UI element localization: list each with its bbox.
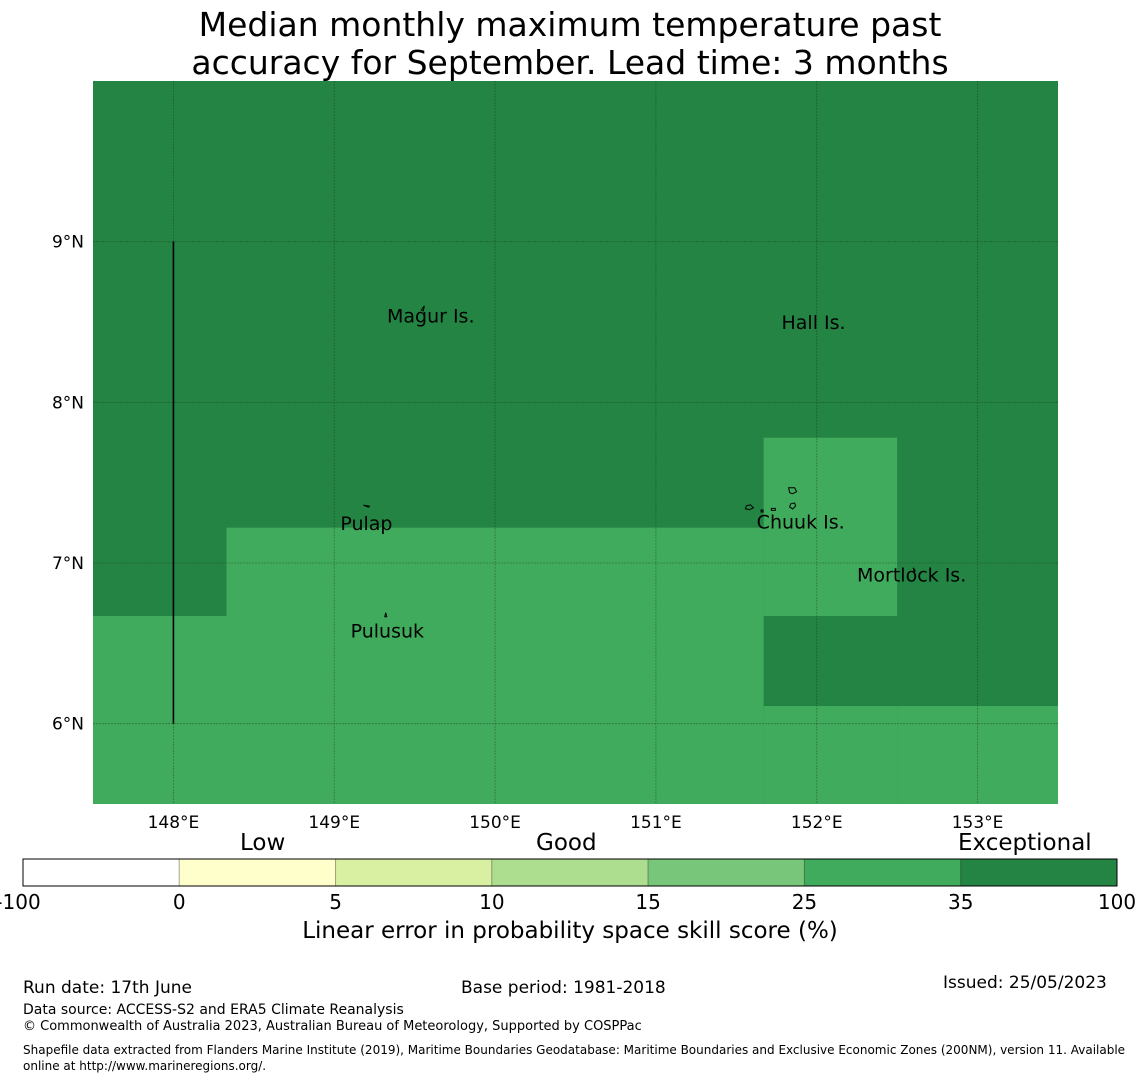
shapefile-credit-line1: Shapefile data extracted from Flanders M… [23,1043,1126,1057]
island-shape [770,507,776,511]
copyright: © Commonwealth of Australia 2023, Austra… [23,1019,642,1034]
place-label: Pulusuk [351,621,424,643]
colorbar-tick-label: 5 [329,890,342,914]
lon-tick-label: 152°E [791,813,843,833]
colorbar-segment [335,858,493,887]
island-shape [384,612,388,618]
island-shape [744,504,755,511]
colorbar-tick-label: 35 [947,890,974,914]
colorbar-segment [647,858,805,887]
lat-tick-label: 8°N [52,393,84,413]
shapefile-credit-line2: online at http://www.marineregions.org/. [23,1059,267,1073]
place-label: Pulap [340,513,392,535]
colorbar-tick-label: 15 [635,890,661,914]
map-plot-area: Magur Is. Hall Is. Pulap Chuuk Is. Mortlock … [93,81,1058,804]
run-date: Run date: 17th June [23,978,192,998]
colorbar-tick-label: 10 [479,890,505,914]
colorbar-tick-label: 25 [791,890,818,914]
skill-region-25-35 [897,705,1058,804]
map-fill: Magur Is. Hall Is. Pulap Chuuk Is. Mortlock … [93,81,1058,804]
place-label: Hall Is. [781,312,845,334]
island-shape [788,487,798,495]
lat-tick-label: 6°N [52,715,84,735]
lon-tick-label: 148°E [148,813,200,833]
colorbar-title: Linear error in probability space skill … [302,918,838,944]
island-shape [789,502,797,510]
map-axis-labels: 148°E 149°E 150°E 151°E 152°E 153°E 9°N 8°N 7°N 6… [52,233,1003,833]
island-outlines [363,305,916,618]
lon-tick-label: 153°E [952,813,1004,833]
lon-tick-label: 151°E [630,813,682,833]
category-good: Good [536,830,597,856]
lat-tick-label: 7°N [52,554,84,574]
colorbar-segment [178,858,337,887]
issued-date: Issued: 25/05/2023 [943,973,1107,993]
map-title-line1: Median monthly maximum temperature past [198,5,942,44]
skill-region-35-100 [763,616,1058,706]
place-label: Magur Is. [387,306,475,328]
island-shape [912,567,916,573]
island-shape [760,509,764,513]
base-period: Base period: 1981-2018 [461,978,666,998]
lon-tick-label: 150°E [469,813,521,833]
category-low: Low [240,830,286,856]
data-source: Data source: ACCESS-S2 and ERA5 Climate … [23,1002,404,1018]
place-label: Chuuk Is. [757,511,845,533]
skill-region-25-35 [226,527,764,804]
map-title-line2: accuracy for September. Lead time: 3 mon… [191,43,949,82]
colorbar-tick-label: -100 [0,890,41,914]
island-shape [420,305,425,312]
colorbar-segment [803,858,962,887]
lat-tick-label: 9°N [52,233,84,253]
colorbar-segment [960,858,1118,887]
skill-region-25-35 [93,616,227,804]
shapefile-credit: Shapefile data extracted from Flanders M… [23,1042,1125,1074]
island-shape [363,504,371,508]
colorbar-tick-label: 0 [172,890,186,914]
place-label: Mortlock Is. [857,564,966,586]
colorbar-frame [22,858,1118,887]
colorbar-segment [491,858,649,887]
category-exceptional: Exceptional [958,830,1092,856]
map-title: Median monthly maximum temperature past … [0,6,1140,82]
colorbar [22,858,1118,887]
colorbar-segment [22,858,180,887]
lon-tick-label: 149°E [308,813,360,833]
colorbar-tick-label: 100 [1097,890,1137,914]
